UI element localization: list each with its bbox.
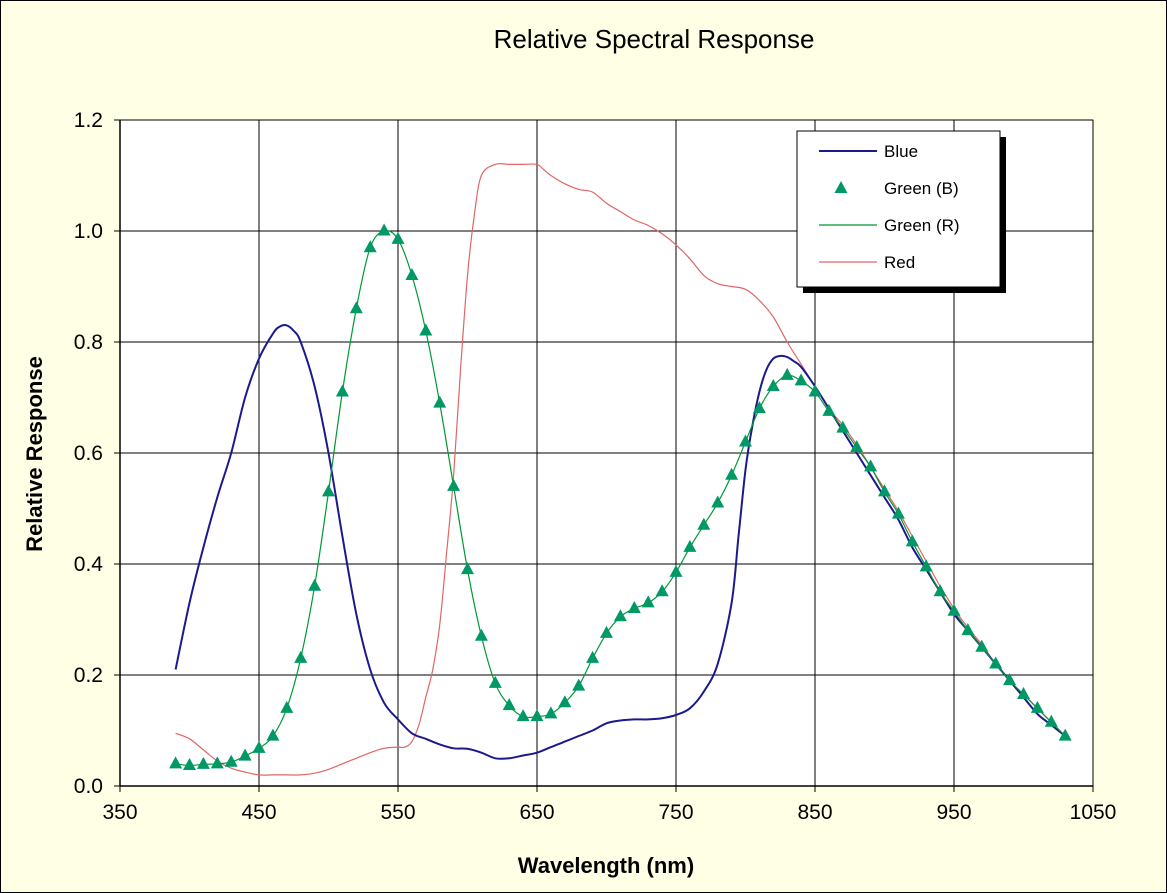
data-point-green-b <box>780 367 794 380</box>
legend-box <box>796 130 1001 288</box>
data-point-green-b <box>502 698 516 711</box>
data-point-green-b <box>280 700 294 713</box>
data-point-green-b <box>572 678 586 691</box>
data-point-green-b <box>308 578 322 591</box>
x-tick-label: 750 <box>658 801 693 824</box>
data-point-green-b <box>878 484 891 497</box>
y-tick-label: 0.0 <box>74 775 103 798</box>
data-point-green-b <box>697 517 711 530</box>
x-tick-label: 550 <box>380 801 415 824</box>
data-point-green-b <box>447 478 461 491</box>
data-point-green-b <box>224 754 238 767</box>
data-point-green-b <box>391 231 405 244</box>
x-tick-label: 450 <box>241 801 276 824</box>
data-point-green-b <box>808 384 822 397</box>
data-point-green-b <box>766 378 780 391</box>
data-point-green-b <box>210 756 224 769</box>
data-point-green-b <box>683 539 697 552</box>
data-point-green-b <box>655 584 669 597</box>
data-point-green-b <box>1058 728 1072 741</box>
chart-title: Relative Spectral Response <box>494 24 815 54</box>
data-point-green-b <box>377 223 391 236</box>
data-point-green-b <box>975 639 989 652</box>
legend-label-blue: Blue <box>884 142 918 161</box>
data-point-green-b <box>461 562 474 575</box>
data-point-green-b <box>516 709 530 722</box>
data-point-green-b <box>196 756 210 769</box>
x-tick-label: 650 <box>519 801 554 824</box>
y-tick-label: 0.4 <box>74 553 104 576</box>
data-point-green-b <box>836 420 850 433</box>
x-axis-title: Wavelength (nm) <box>518 853 694 878</box>
data-point-green-b <box>822 403 836 416</box>
data-point-green-b <box>183 758 196 771</box>
data-point-green-b <box>850 440 864 453</box>
data-point-green-b <box>905 534 919 547</box>
data-point-green-b <box>1003 673 1017 686</box>
data-point-green-b <box>322 484 335 497</box>
data-point-green-b <box>794 373 808 386</box>
x-tick-label: 950 <box>936 801 971 824</box>
data-point-green-b <box>613 609 627 622</box>
data-point-green-b <box>363 240 377 253</box>
data-point-green-b <box>335 384 349 397</box>
legend-label-red: Red <box>884 253 915 272</box>
data-point-green-b <box>1044 714 1058 727</box>
data-point-green-b <box>725 467 739 480</box>
y-tick-label: 1.2 <box>74 109 103 132</box>
data-point-green-b <box>947 603 961 616</box>
data-point-green-b <box>419 323 433 336</box>
data-point-green-b <box>1030 700 1044 713</box>
x-tick-label: 850 <box>797 801 832 824</box>
data-point-green-b <box>530 709 544 722</box>
y-axis-ticks: 0.0 0.2 0.4 0.6 0.8 1.0 1.2 <box>74 109 120 798</box>
data-point-green-b <box>349 301 363 314</box>
data-point-green-b <box>641 595 655 608</box>
x-axis-ticks: 350 450 550 650 750 850 950 1050 <box>102 786 1116 824</box>
series-line-blue <box>174 324 1066 760</box>
data-point-green-b <box>669 564 683 577</box>
data-point-green-b <box>711 495 725 508</box>
data-point-green-b <box>600 625 613 638</box>
y-tick-label: 0.8 <box>74 331 103 354</box>
data-point-green-b <box>558 695 572 708</box>
y-axis-title: Relative Response <box>22 356 47 552</box>
y-tick-label: 0.6 <box>74 442 103 465</box>
data-point-green-b <box>1017 686 1030 699</box>
data-point-green-b <box>238 748 252 761</box>
data-point-green-b <box>586 650 600 663</box>
x-tick-label: 1050 <box>1070 801 1117 824</box>
legend-label-green-b: Green (B) <box>884 179 959 198</box>
data-point-green-b <box>891 506 905 519</box>
y-tick-label: 1.0 <box>74 220 103 243</box>
data-point-green-b <box>544 706 558 719</box>
legend-label-green-r: Green (R) <box>884 216 960 235</box>
data-point-green-b <box>989 656 1003 669</box>
data-point-green-b <box>252 740 266 753</box>
data-point-green-b <box>405 267 419 280</box>
data-point-green-b <box>864 459 878 472</box>
series-layer <box>169 162 1072 776</box>
y-tick-label: 0.2 <box>74 664 103 687</box>
data-point-green-b <box>474 628 488 641</box>
legend-swatch-green-b <box>834 181 848 193</box>
x-tick-label: 350 <box>102 801 137 824</box>
data-point-green-b <box>294 650 308 663</box>
data-point-green-b <box>266 728 280 741</box>
data-point-green-b <box>752 401 766 414</box>
data-point-green-b <box>919 559 933 572</box>
data-point-green-b <box>433 395 447 408</box>
legend: Blue Green (B) Green (R) Red <box>796 130 1006 293</box>
data-point-green-b <box>627 600 641 613</box>
data-point-green-b <box>169 756 183 769</box>
data-point-green-b <box>933 584 947 597</box>
data-point-green-b <box>488 675 502 688</box>
data-point-green-b <box>961 623 975 636</box>
data-point-green-b <box>739 434 752 447</box>
